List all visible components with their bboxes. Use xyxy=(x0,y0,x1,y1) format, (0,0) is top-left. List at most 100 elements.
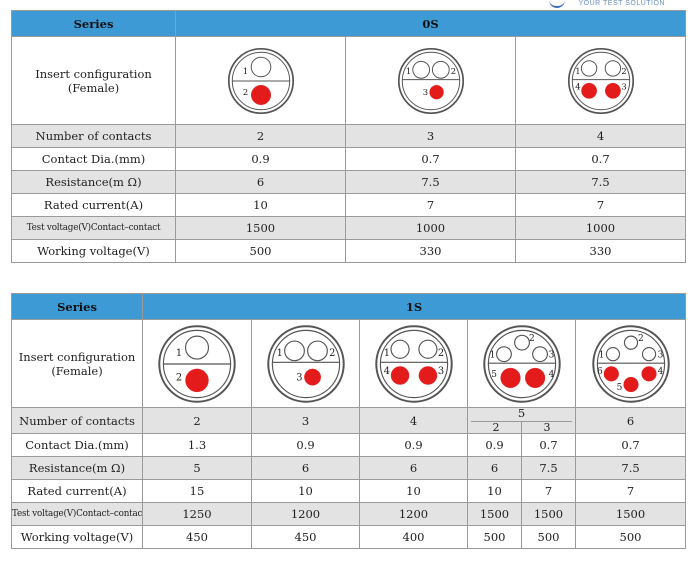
series-header-label: Series xyxy=(11,293,143,320)
contact-pin-filled xyxy=(499,367,521,388)
row-value: 500 xyxy=(521,525,576,549)
row-label: Contact Dia.(mm) xyxy=(11,433,143,457)
row-value: 1000 xyxy=(514,216,687,240)
row-value: 3 xyxy=(345,124,516,148)
pin-number: 4 xyxy=(383,365,389,376)
row-value: 1500 xyxy=(175,216,346,240)
row-value: 0.7 xyxy=(514,147,687,171)
row-value: 1.3 xyxy=(142,433,252,457)
insert-diagram-1s-5: 1 2 3 4 5 xyxy=(482,324,561,403)
contact-pin-empty xyxy=(495,345,512,362)
contact-pin-empty xyxy=(431,60,450,79)
contact-pin-empty xyxy=(283,339,305,361)
insert-diagram-cell: 1 2 3 4 5 xyxy=(467,319,576,408)
contact-pin-filled xyxy=(390,365,409,385)
row-value: 500 xyxy=(574,525,687,549)
row-value: 500 xyxy=(175,239,346,263)
insert-diagram-1s-2: 12 xyxy=(158,324,236,403)
row-value: 500 xyxy=(467,525,522,549)
contact-pin-empty xyxy=(417,339,438,359)
contact-pin-empty xyxy=(605,346,620,361)
row-label: Rated current(A) xyxy=(11,193,176,217)
contact-pin-empty xyxy=(641,346,656,361)
row-value: 7 xyxy=(514,193,687,217)
pin-number: 1 xyxy=(383,347,389,358)
row-value: 0.7 xyxy=(345,147,516,171)
row-value: 7.5 xyxy=(574,456,687,480)
series-name: 1S xyxy=(141,293,687,320)
contact-pin-filled xyxy=(303,368,321,386)
insert-diagram-0s-2: 12 xyxy=(227,47,294,114)
pin-number: 3 xyxy=(621,81,626,91)
series-name: 0S xyxy=(174,10,687,37)
row-value: 15 xyxy=(142,479,252,503)
contact-pin-filled xyxy=(603,365,619,381)
contact-pin-filled xyxy=(604,82,621,99)
insert-diagram-cell: 1 2 3 xyxy=(251,319,360,408)
contact-pin-filled xyxy=(418,365,437,385)
row-value-split: 5 2 3 xyxy=(467,407,576,434)
row-label: Test voltage(V)Contact–contact xyxy=(11,502,143,526)
pin-number: 2 xyxy=(621,66,626,76)
brand-logo-mark xyxy=(549,0,565,8)
row-value: 7 xyxy=(574,479,687,503)
contact-pin-empty xyxy=(604,59,621,77)
insert-config-label: Insert configuration (Female) xyxy=(11,36,176,125)
contact-pin-empty xyxy=(389,339,410,359)
contact-pin-filled xyxy=(622,376,639,392)
insert-diagram-1s-4: 1 2 3 4 xyxy=(374,324,453,403)
pin-number: 4 xyxy=(657,366,663,376)
row-value: 1500 xyxy=(574,502,687,526)
pin-number: 2 xyxy=(329,347,335,358)
row-value: 1250 xyxy=(142,502,252,526)
row-value: 1200 xyxy=(251,502,360,526)
row-value: 0.9 xyxy=(175,147,346,171)
row-value: 6 xyxy=(175,170,346,194)
pin-number: 4 xyxy=(548,370,554,380)
row-value: 5 xyxy=(142,456,252,480)
row-label: Working voltage(V) xyxy=(11,239,176,263)
contact-pin-filled xyxy=(524,367,545,388)
row-label: Working voltage(V) xyxy=(11,525,143,549)
contacts-split: 2 3 xyxy=(471,421,572,433)
pin-number: 3 xyxy=(437,365,443,376)
pin-number: 3 xyxy=(548,350,554,360)
insert-config-text: Insert configuration (Female) xyxy=(35,66,152,95)
row-value: 2 xyxy=(175,124,346,148)
row-value: 450 xyxy=(142,525,252,549)
pin-number: 3 xyxy=(296,372,302,383)
pin-number: 1 xyxy=(276,347,282,358)
insert-diagram-1s-3: 1 2 3 xyxy=(266,324,345,403)
contact-pin-filled xyxy=(640,365,657,381)
contact-pin-filled xyxy=(580,82,597,99)
contact-pin-filled xyxy=(185,368,209,392)
row-value: 6 xyxy=(251,456,360,480)
pin-number: 1 xyxy=(176,347,182,358)
contact-pin-empty xyxy=(623,335,638,350)
series-header-label: Series xyxy=(11,10,176,37)
pin-number: 2 xyxy=(528,334,534,344)
pin-number: 1 xyxy=(575,66,580,76)
insert-diagram-cell: 1 2 3 xyxy=(345,36,516,125)
insert-diagram-1s-6: 1 2 3 4 5 6 xyxy=(591,324,670,403)
row-value: 6 xyxy=(467,456,522,480)
row-value: 1500 xyxy=(521,502,576,526)
pin-number: 2 xyxy=(242,87,247,97)
insert-diagram-0s-3: 1 2 3 xyxy=(397,47,464,114)
contact-pin-empty xyxy=(184,335,210,360)
row-value: 7.5 xyxy=(514,170,687,194)
pin-number: 4 xyxy=(575,81,580,91)
row-value: 400 xyxy=(359,525,468,549)
pin-number: 5 xyxy=(616,383,622,393)
row-value: 7 xyxy=(345,193,516,217)
contact-pin-filled xyxy=(250,84,271,105)
contact-pin-filled xyxy=(428,84,444,99)
row-value: 0.9 xyxy=(251,433,360,457)
contacts-split-b: 3 xyxy=(521,422,572,433)
row-value: 7.5 xyxy=(521,456,576,480)
row-value: 10 xyxy=(251,479,360,503)
row-value: 330 xyxy=(514,239,687,263)
pin-number: 2 xyxy=(638,334,644,344)
contact-pin-empty xyxy=(580,59,597,77)
pin-number: 1 xyxy=(598,350,604,360)
